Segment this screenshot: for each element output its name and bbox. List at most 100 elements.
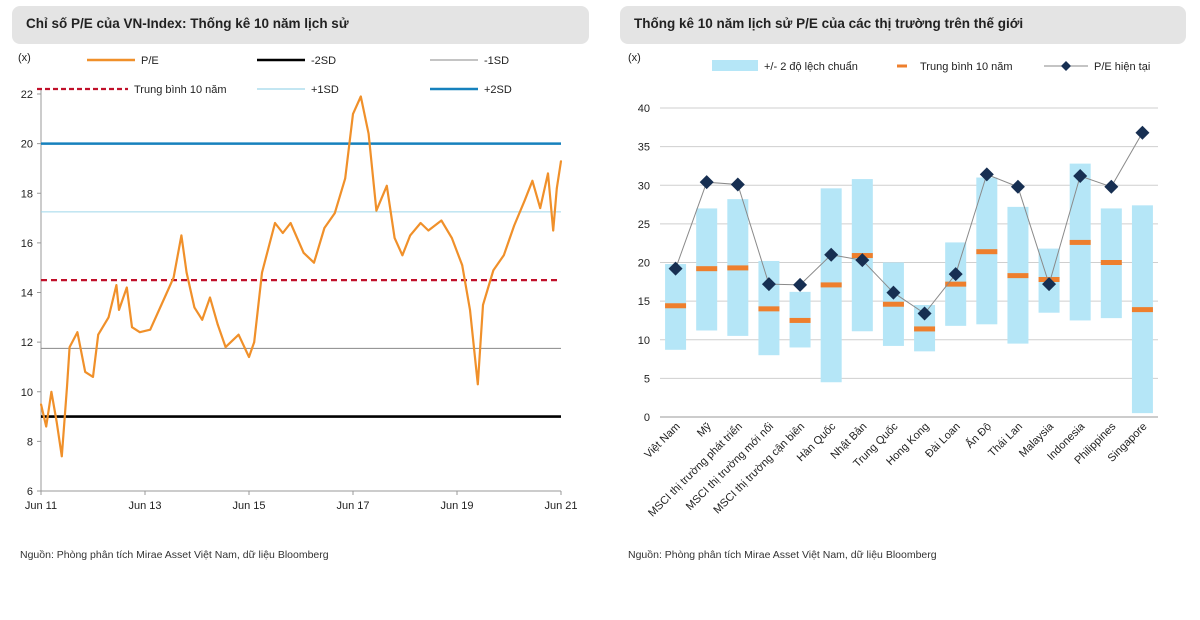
legend-label-p2: +2SD [484,84,512,96]
pe-data-point [172,276,175,279]
left-x-tick-label: Jun 21 [544,500,577,512]
current-pe-marker [1104,179,1119,194]
pe-data-point [131,326,133,329]
avg-marker [976,249,998,255]
pe-data-point [492,269,495,272]
pe-data-point [380,197,383,200]
left-y-tick-label: 22 [21,89,33,101]
pe-series-line [39,95,563,458]
avg-marker [820,282,842,288]
current-pe-marker [979,167,994,182]
avg-marker [1069,239,1091,245]
right-y-tick-label: 15 [638,296,650,308]
pe-data-point [427,229,430,232]
pe-data-point [138,331,141,334]
pe-data-point [552,229,555,232]
pe-data-point [97,333,100,336]
pe-data-point [180,234,183,237]
pe-data-point [149,328,152,331]
pe-data-point [66,385,68,388]
pe-data-point [281,232,284,234]
left-chart-title: Chỉ số P/E của VN-Index: Thống kê 10 năm… [26,16,349,31]
pe-data-point [555,187,558,190]
right-y-tick-label: 40 [638,103,650,115]
current-pe-marker [699,175,714,190]
pe-data-point [375,209,378,212]
legend-swatch-band [712,60,758,71]
pe-data-point [450,237,453,239]
pe-data-point [323,227,326,229]
current-pe-marker [1073,168,1088,183]
current-pe-marker [855,253,870,268]
left-y-tick-label: 14 [21,288,33,300]
pe-data-point [185,271,188,274]
pe-data-point [487,286,490,289]
pe-data-point [209,296,211,299]
avg-marker [696,266,718,272]
avg-marker [789,317,811,323]
vnindex-pe-panel: Chỉ số P/E của VN-Index: Thống kê 10 năm… [12,6,589,586]
avg-marker [1007,273,1029,279]
pe-data-point [502,254,505,257]
legend-label-pe: P/E [141,55,159,67]
left-title-bar: Chỉ số P/E của VN-Index: Thống kê 10 năm… [12,6,589,44]
left-y-tick-label: 10 [21,387,33,399]
right-y-tick-label: 25 [638,219,650,231]
legend-label-p1: +1SD [311,84,339,96]
pe-data-point [523,199,526,202]
pe-data-point [531,179,534,182]
left-y-tick-label: 16 [21,238,33,250]
pe-data-point [107,316,110,319]
left-x-tick-label: Jun 17 [336,500,369,512]
avg-marker [914,326,936,332]
right-x-tick-label: Ấn Độ [963,420,994,451]
pe-data-point [201,318,204,321]
right-x-tick-label: Mỹ [695,420,714,439]
pe-data-point [115,284,118,286]
current-pe-marker [948,267,963,282]
pe-data-point [333,212,336,215]
avg-marker [1131,307,1153,313]
current-pe-line [675,132,1143,315]
left-x-tick-label: Jun 13 [128,500,161,512]
avg-marker [665,303,687,309]
pe-data-point [367,132,370,135]
avg-marker [882,301,904,307]
pe-data-point [352,112,354,115]
pe-data-point [68,346,71,348]
current-pe-marker [793,277,808,292]
pe-data-point [261,271,263,274]
pe-data-point [419,222,422,224]
left-y-axis-label: (x) [18,52,31,64]
pe-data-point [469,308,471,311]
current-pe-marker [1135,125,1150,140]
pe-data-point [393,237,396,239]
pe-data-point [476,383,479,386]
right-source-note: Nguồn: Phòng phân tích Mirae Asset Việt … [628,549,937,561]
pe-data-point [513,224,516,227]
pe-data-point [344,177,347,180]
legend-swatch-avg [897,64,907,68]
legend-label-m2: -2SD [311,55,336,67]
current-pe-marker [886,285,901,300]
current-pe-marker [761,277,776,292]
pe-data-point [302,251,305,254]
right-y-tick-label: 5 [644,373,650,385]
legend-label-avg: Trung bình 10 năm [134,84,227,96]
pe-data-point [237,333,240,336]
pe-data-point [289,222,292,224]
pe-data-point [84,371,87,373]
avg-marker [727,265,749,271]
avg-marker [945,281,967,287]
left-y-tick-label: 8 [27,436,33,448]
pe-data-point [40,403,42,406]
legend-swatch-cur [1061,61,1071,71]
right-y-tick-label: 35 [638,142,650,154]
right-x-tick-label: Việt Nam [642,421,682,461]
pe-data-point [45,425,48,428]
pe-data-point [60,455,63,458]
pe-data-point [193,306,196,309]
right-y-tick-label: 30 [638,180,650,192]
avg-marker [758,306,780,312]
pe-data-point [55,420,58,423]
